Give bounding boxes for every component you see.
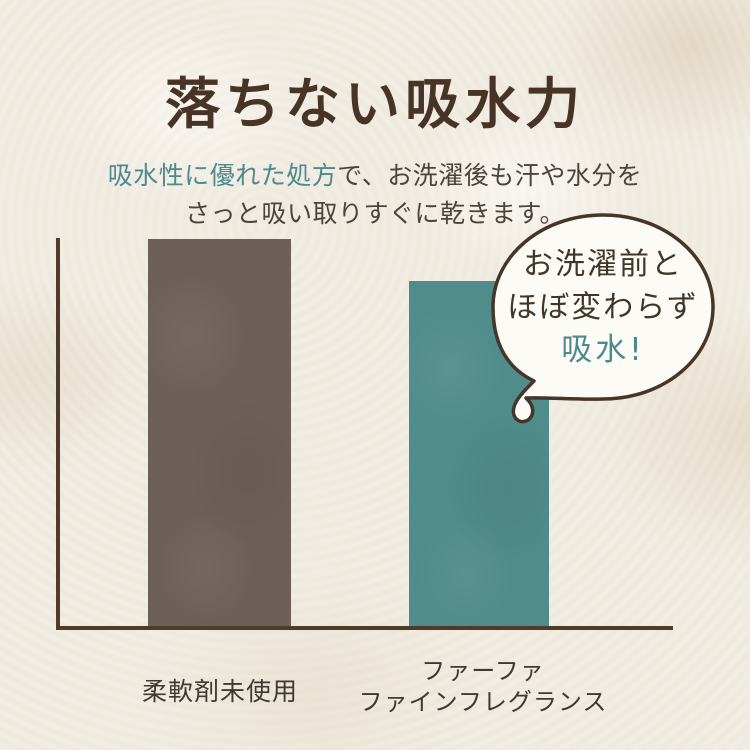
bar-no-softener [148,239,291,626]
subtitle-line-1: 吸水性に優れた処方で、お洗濯後も汗や水分を [0,161,750,191]
x-axis [56,626,673,630]
bar-label-fafa-line1: ファーファ [421,657,545,685]
bubble-line-1: お洗濯前と [523,247,683,282]
bar-label-fafa: ファーファ ファインフレグランス [353,656,613,718]
page-title: 落ちない吸水力 [164,70,585,136]
bar-label-fafa-line2: ファインフレグランス [358,688,608,716]
subtitle-highlight: 吸水性に優れた処方 [107,161,338,190]
bubble-line-3: 吸水! [561,332,645,368]
bar-label-no-softener: 柔軟剤未使用 [141,677,298,706]
bubble-line-2: ほぼ変わらず [507,290,699,325]
subtitle-rest: で、お洗濯後も汗や水分を [337,161,643,190]
speech-bubble [491,213,715,424]
subtitle-line-2: さっと吸い取りすぐに乾きます。 [184,199,565,228]
speech-bubble-text: お洗濯前と ほぼ変わらず 吸水! [493,243,713,372]
speech-bubble-outline [491,213,715,424]
y-axis [56,238,60,630]
